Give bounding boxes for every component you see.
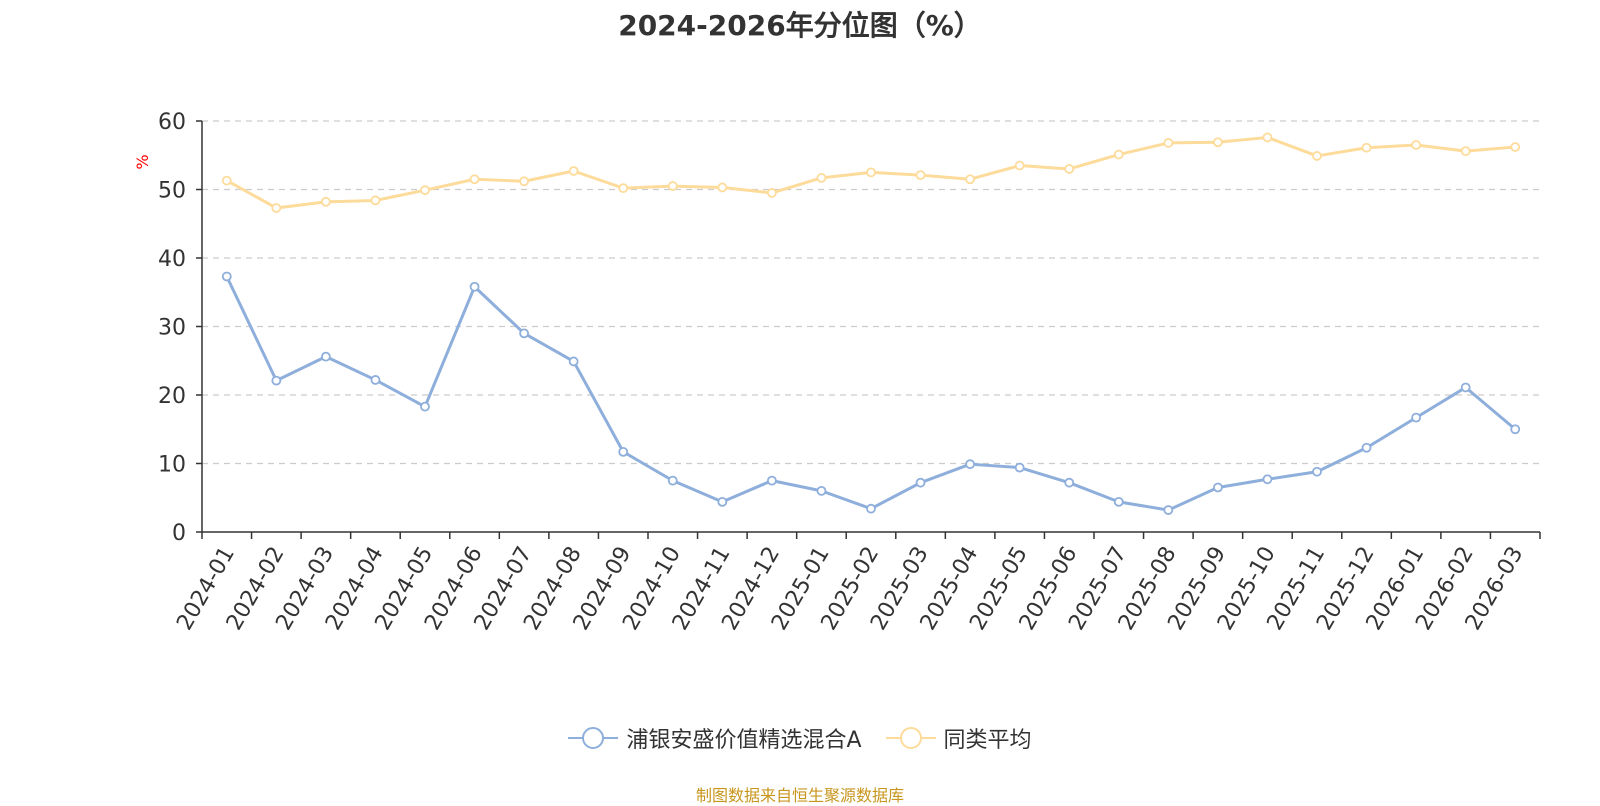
data-point [618, 446, 629, 457]
data-point [866, 503, 876, 514]
data-point [1460, 146, 1471, 157]
data-point [320, 351, 331, 362]
data-point [1212, 137, 1223, 148]
y-tick-label: 40 [158, 247, 186, 272]
data-point [816, 172, 827, 183]
data-point [469, 174, 480, 185]
data-point [370, 375, 381, 385]
data-point [519, 176, 530, 187]
data-point [1262, 132, 1273, 143]
legend-marker-series-2 [885, 727, 936, 749]
data-point [717, 496, 728, 507]
legend-item-series-2[interactable]: 同类平均 [885, 722, 1032, 754]
data-point [667, 181, 678, 191]
chart-title: 2024-2026年分位图（%） [618, 9, 982, 42]
data-point [618, 183, 629, 194]
chart-legend: 浦银安盛价值精选混合A 同类平均 [0, 722, 1600, 754]
y-tick-label: 10 [158, 453, 186, 478]
legend-label-series-2: 同类平均 [943, 728, 1032, 753]
data-point [1361, 442, 1372, 453]
y-tick-label: 50 [158, 179, 186, 204]
data-point [519, 328, 530, 339]
data-point [1312, 466, 1322, 477]
data-point [568, 166, 579, 176]
data-point [1411, 140, 1422, 150]
data-point [1064, 164, 1075, 174]
data-point [1113, 149, 1124, 160]
data-point [221, 271, 232, 282]
data-point [1064, 477, 1075, 488]
data-point [221, 175, 232, 186]
y-axis-label: % [133, 154, 152, 169]
data-point [667, 475, 678, 486]
series-line-1 [225, 275, 1517, 512]
data-point [1312, 151, 1322, 161]
data-point [965, 174, 976, 185]
data-point [1460, 382, 1471, 393]
data-point [1411, 412, 1422, 423]
y-tick-label: 60 [158, 110, 186, 135]
data-point [370, 195, 381, 206]
data-point [1163, 138, 1174, 148]
y-tick-label: 20 [158, 384, 186, 409]
data-point [1510, 424, 1521, 435]
data-point [866, 167, 876, 178]
data-point [766, 188, 777, 198]
legend-label-series-1: 浦银安盛价值精选混合A [626, 728, 862, 753]
data-point [1163, 505, 1174, 515]
data-source-note: 制图数据来自恒生聚源数据库 [695, 786, 904, 805]
data-point [1014, 462, 1025, 473]
data-point [420, 185, 430, 196]
data-point [915, 170, 926, 181]
data-point [271, 375, 282, 386]
data-point [1113, 496, 1124, 507]
data-point [469, 281, 480, 292]
legend-item-series-1[interactable]: 浦银安盛价值精选混合A [568, 722, 862, 754]
data-point [1361, 142, 1372, 153]
data-point [420, 401, 430, 412]
data-point [816, 485, 827, 496]
legend-marker-series-1 [568, 727, 619, 749]
data-point [1212, 482, 1223, 493]
data-point [320, 196, 331, 207]
y-tick-label: 0 [172, 521, 186, 546]
data-point [1262, 474, 1273, 485]
data-point [568, 356, 579, 367]
data-point [271, 203, 282, 213]
data-point [1014, 160, 1025, 171]
data-point [965, 459, 976, 470]
y-tick-label: 30 [158, 316, 186, 341]
data-point [766, 475, 777, 486]
data-point [915, 477, 926, 488]
data-point [717, 182, 728, 193]
data-point [1510, 142, 1521, 152]
